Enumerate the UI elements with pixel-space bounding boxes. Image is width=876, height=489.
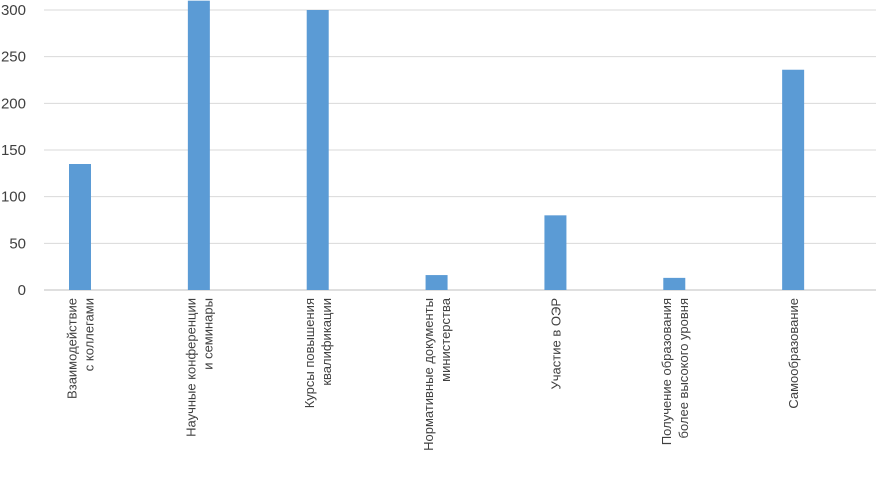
x-category-label-line: Получение образования xyxy=(659,298,674,445)
x-category-label-line: с коллегами xyxy=(82,298,97,371)
bar xyxy=(306,10,329,290)
bars xyxy=(69,0,805,291)
y-tick-label: 250 xyxy=(1,49,26,66)
x-axis-category-labels: Взаимодействие с коллегами Научные конфере… xyxy=(65,297,802,451)
x-category-label: Нормативные документы министерства xyxy=(421,297,453,451)
bar xyxy=(187,0,210,291)
x-category-label: Взаимодействие с коллегами xyxy=(65,298,97,399)
y-tick-label: 150 xyxy=(1,142,26,159)
x-category-label: Участие в ОЭР xyxy=(548,298,563,389)
bar xyxy=(663,277,686,290)
y-tick-label: 300 xyxy=(1,2,26,19)
x-category-label-line: более высокого уровня xyxy=(676,298,691,438)
y-axis-tick-labels: 0 50 100 150 200 250 300 xyxy=(1,2,26,299)
bar xyxy=(782,69,805,290)
y-tick-label: 50 xyxy=(9,235,26,252)
x-category-label-line: и семинары xyxy=(200,298,215,370)
x-category-label: Научные конференции и семинары xyxy=(183,298,215,437)
x-category-label-line: Взаимодействие xyxy=(65,298,80,399)
x-category-label: Получение образования более высокого уров… xyxy=(659,298,691,445)
x-category-label: Самообразование xyxy=(786,298,801,409)
x-category-label-line: Нормативные документы xyxy=(421,298,436,451)
x-category-label-line: Курсы повышения xyxy=(302,298,317,408)
y-tick-label: 200 xyxy=(1,95,26,112)
bar xyxy=(544,215,567,290)
x-category-label-line: Участие в ОЭР xyxy=(548,298,563,389)
bar xyxy=(69,164,91,290)
x-category-label-line: Самообразование xyxy=(786,298,801,409)
x-category-label-line: квалификации xyxy=(319,298,334,386)
y-tick-label: 100 xyxy=(1,189,26,206)
y-tick-label: 0 xyxy=(18,282,26,299)
x-category-label-line: министерства xyxy=(438,297,453,382)
bar xyxy=(425,275,448,290)
x-category-label-line: Научные конференции xyxy=(183,298,198,437)
gridlines xyxy=(44,9,876,291)
x-category-label: Курсы повышения квалификации xyxy=(302,298,334,408)
